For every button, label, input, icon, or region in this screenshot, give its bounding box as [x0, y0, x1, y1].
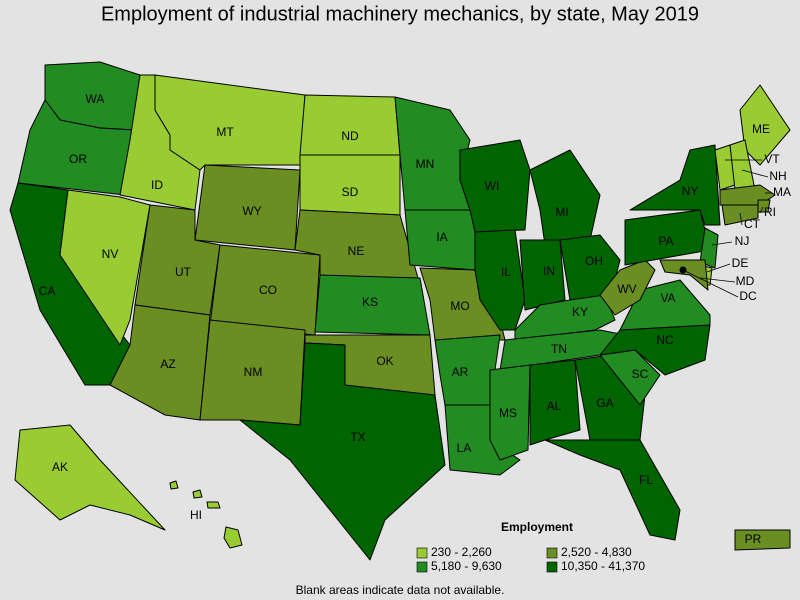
leader-line [741, 169, 769, 178]
state-shape [109, 304, 211, 421]
state-label: OH [585, 254, 603, 268]
state-shape [734, 529, 791, 551]
state-label: AK [52, 460, 68, 474]
state-shape [299, 94, 401, 156]
legend-label: 10,350 - 41,370 [561, 559, 645, 573]
state-label: OK [376, 354, 393, 368]
state-shape [14, 424, 166, 531]
state-shape [599, 259, 656, 316]
state-shape [474, 229, 526, 331]
state-shape [169, 480, 179, 490]
state-label: ID [151, 178, 163, 192]
state-label: FL [639, 473, 653, 487]
legend-label: 2,520 - 4,830 [561, 545, 632, 559]
state-label: MI [555, 205, 568, 219]
state-label: VA [660, 291, 675, 305]
state-label: ME [752, 122, 770, 136]
state-label: TN [551, 342, 567, 356]
state-label: AZ [160, 357, 175, 371]
state-shape [519, 239, 566, 311]
state-shape [239, 342, 446, 561]
state-label: IA [436, 230, 447, 244]
state-label: CT [744, 217, 761, 231]
note: Blank areas indicate data not available. [296, 583, 505, 597]
leader-line [699, 277, 736, 283]
state-label: WA [86, 92, 105, 106]
state-label: VT [764, 152, 780, 166]
state-label: HI [190, 508, 202, 522]
legend-swatch [416, 547, 428, 559]
state-shape [489, 364, 531, 461]
states [9, 61, 791, 561]
legend-swatch [546, 561, 558, 573]
state-label: SC [632, 367, 649, 381]
state-label: KY [572, 305, 588, 319]
state-label: NY [682, 184, 699, 198]
state-shape [529, 149, 601, 246]
state-shape [223, 526, 243, 549]
state-label: UT [175, 265, 192, 279]
state-label: NM [244, 365, 263, 379]
state-label: OR [69, 152, 87, 166]
state-label: DE [732, 256, 749, 270]
state-label: CO [259, 283, 277, 297]
legend-label: 230 - 2,260 [431, 545, 492, 559]
map-title: Employment of industrial machinery mecha… [101, 3, 699, 25]
state-shape [192, 489, 203, 499]
state-label: RI [764, 205, 776, 219]
state-label: IN [543, 264, 555, 278]
state-label: MS [499, 406, 517, 420]
state-shape [659, 259, 709, 291]
state-label: NH [769, 169, 786, 183]
state-shape [206, 501, 221, 509]
state-label: MD [736, 274, 755, 288]
state-label: WY [242, 204, 261, 218]
leader-line [706, 263, 731, 273]
state-label: AR [452, 365, 469, 379]
leader-line [759, 206, 764, 214]
leader-line [739, 212, 743, 226]
state-label: WI [485, 179, 500, 193]
state-label: DC [739, 289, 757, 303]
state-label: PR [745, 532, 762, 546]
state-label: SD [342, 185, 359, 199]
state-label: ND [341, 129, 359, 143]
state-shape [699, 227, 719, 269]
leader-line [682, 269, 739, 298]
state-label: NV [102, 247, 119, 261]
state-shape [544, 439, 681, 541]
state-label: NJ [735, 234, 750, 248]
state-shape [59, 189, 151, 346]
legend-title: Employment [501, 520, 573, 534]
state-label: KS [362, 295, 378, 309]
state-label: PA [658, 234, 673, 248]
state-labels: WA OR CA ID NV MT WY UT CO AZ NM ND SD NE KS OK TX MN IA MO… [39, 92, 791, 546]
legend-swatch [546, 547, 558, 559]
state-shape [529, 359, 581, 446]
state-label: TX [350, 430, 365, 444]
state-label: AL [547, 399, 562, 413]
state-label: LA [457, 441, 472, 455]
state-label: WV [617, 282, 636, 296]
state-label: CA [39, 284, 56, 298]
state-label: GA [596, 396, 613, 410]
state-label: MO [450, 299, 469, 313]
state-label: IL [501, 265, 511, 279]
state-label: NC [656, 333, 674, 347]
state-label: MN [416, 157, 435, 171]
state-shape [629, 144, 721, 226]
state-label: MT [216, 125, 234, 139]
legend-swatch [416, 561, 428, 573]
legend: 230 - 2,260 2,520 - 4,830 5,180 - 9,630 10,… [416, 545, 645, 573]
state-shape [394, 96, 471, 211]
state-label: NE [348, 244, 365, 258]
legend-label: 5,180 - 9,630 [431, 559, 502, 573]
state-label: MA [773, 185, 791, 199]
leader-line [711, 241, 733, 246]
